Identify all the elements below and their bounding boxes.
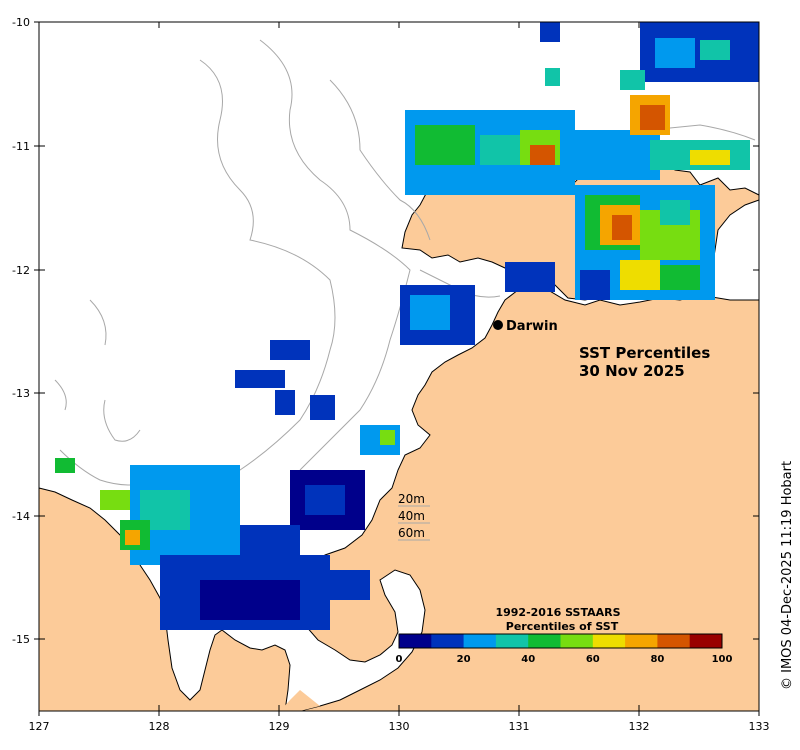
colorbar-swatch [560,634,594,648]
colorbar-frame [398,633,723,649]
lon-tick-label: 129 [269,720,290,733]
colorbar-tick-label: 60 [586,654,600,665]
lon-tick-label: 128 [149,720,170,733]
colorbar-swatch [528,634,561,648]
colorbar-title-line2: Percentiles of SST [506,620,619,633]
colorbar-tick-label: 80 [650,654,664,665]
colorbar-swatch [689,634,723,648]
land-mass-south [280,690,320,711]
lon-tick-label: 127 [29,720,50,733]
lon-tick-label: 133 [749,720,770,733]
map-title-line1: SST Percentiles [579,344,710,362]
lat-tick-label: -11 [12,140,30,153]
darwin-marker [493,320,503,330]
colorbar [399,634,723,648]
lat-tick-label: -12 [12,264,30,277]
colorbar-swatch [657,634,691,648]
land-mass-west [38,487,291,712]
colorbar-swatch [495,634,529,648]
lat-tick-label: -15 [12,633,30,646]
depth-label-40m: 40m [398,509,425,523]
map-title-line2: 30 Nov 2025 [579,362,685,380]
colorbar-swatch [431,634,465,648]
colorbar-title-line1: 1992-2016 SSTAARS [495,606,620,619]
axis-ticks [34,21,760,716]
colorbar-swatch [399,634,432,648]
colorbar-tick-label: 20 [457,654,471,665]
colorbar-swatch [625,634,658,648]
lat-tick-label: -14 [12,510,30,523]
colorbar-swatch [592,634,626,648]
colorbar-tick-label: 40 [521,654,535,665]
lat-tick-label: -10 [12,16,30,29]
colorbar-tick-label: 0 [396,654,403,665]
city-label: Darwin [506,319,558,334]
depth-label-20m: 20m [398,492,425,506]
lon-tick-label: 130 [389,720,410,733]
lon-tick-label: 132 [629,720,650,733]
colorbar-swatch [463,634,497,648]
colorbar-tick-label: 100 [712,654,733,665]
lon-tick-label: 131 [509,720,530,733]
credit-label: © IMOS 04-Dec-2025 11:19 Hobart [780,461,795,690]
depth-label-60m: 60m [398,526,425,540]
lat-tick-label: -13 [12,387,30,400]
sst-percentile-pixels [55,22,759,630]
